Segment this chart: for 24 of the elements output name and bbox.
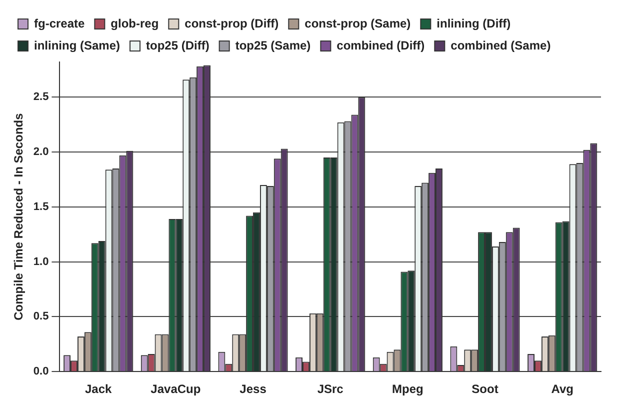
x-tick-label: JSrc [317,382,344,396]
y-axis-title: Compile Time Reduced - In Seconds [12,112,26,320]
legend-label: combined (Diff) [336,38,425,52]
y-tick-label: 0.5 [33,310,49,323]
x-tick-label: Jack [85,382,112,396]
legend-label: fg-create [34,16,86,30]
legend-label: glob-reg [110,16,159,30]
y-tick-label: 1.0 [33,256,49,268]
legend-label: top25 (Diff) [146,38,210,52]
x-tick-label: JavaCup [150,382,201,396]
y-tick-label: 2.5 [33,91,49,104]
legend-label: inlining (Diff) [436,16,511,30]
legend-label: const-prop (Diff) [184,16,279,30]
legend-label: inlining (Same) [34,38,120,52]
legend-label: combined (Same) [450,38,551,52]
legend-label: const-prop (Same) [304,16,411,30]
x-tick-label: Avg [551,382,574,396]
x-tick-label: Soot [472,382,498,396]
y-tick-label: 1.5 [33,200,49,213]
y-tick-label: 0.0 [33,366,49,378]
x-tick-label: Mpeg [392,382,424,396]
x-tick-label: Jess [240,382,267,396]
y-tick-label: 2.0 [33,146,49,158]
legend-label: top25 (Same) [235,38,311,52]
